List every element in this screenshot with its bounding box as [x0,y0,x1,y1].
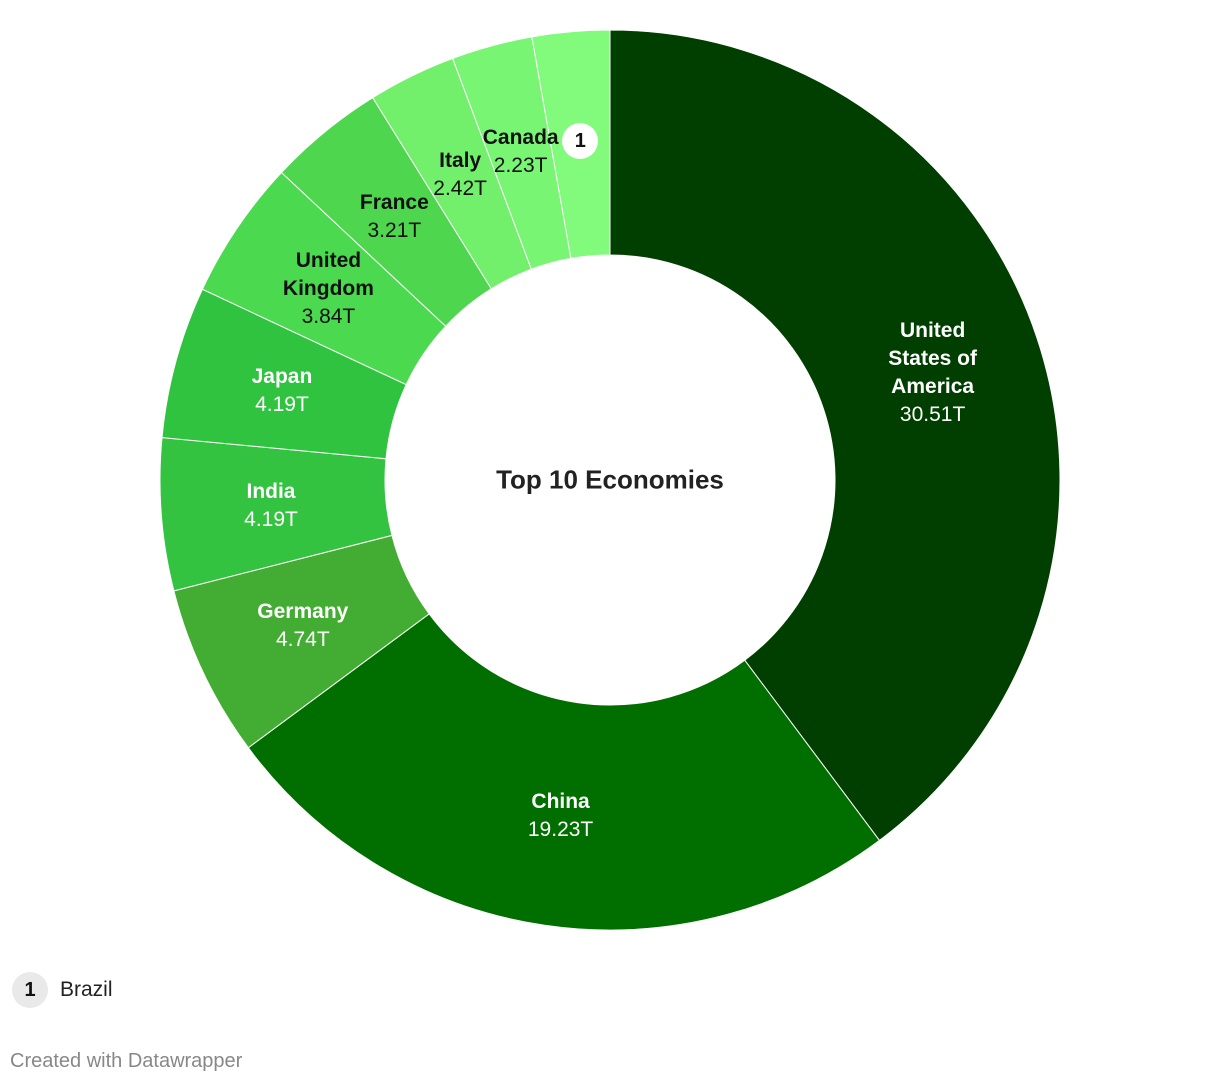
slice [609,29,1061,842]
slice-value: 3.84T [301,305,356,329]
slice-label: France 3.21T [339,189,449,245]
slice-name: United States of America [888,318,977,398]
slice [247,613,881,931]
slice-label: Germany 4.74T [248,598,358,654]
slice-label: Japan 4.19T [227,363,337,419]
slice-name: France [359,191,429,215]
slice-label: Italy 2.42T [405,147,515,203]
legend-label: Brazil [60,978,113,1001]
slice-value: 30.51T [899,402,966,426]
slice-label: India 4.19T [216,478,326,534]
slice-label: Canada 2.23T [466,124,576,180]
legend: 1 Brazil [12,972,113,1008]
slice-value: 2.42T [433,176,487,200]
slice-marker: 1 [562,123,599,160]
slice-label: 1 [525,123,635,160]
credit: Created with Datawrapper [10,1050,243,1072]
slice-name: India [246,480,296,504]
slice-label: China 19.23T [506,788,616,844]
slice-name: China [531,790,590,814]
slice-name: Italy [439,148,482,172]
slice-value: 19.23T [527,818,594,842]
slice-name: Canada [482,125,559,149]
slice-label: United Kingdom 3.84T [273,247,383,331]
slice-label: United States of America 30.51T [878,317,988,429]
slice-value: 2.23T [493,153,548,177]
slice-name: Japan [251,364,313,388]
slice-value: 4.74T [275,627,330,651]
slice-value: 4.19T [244,508,298,532]
chart-title: Top 10 Economies [496,464,724,495]
legend-marker: 1 [12,972,48,1008]
slice-name: United Kingdom [282,249,374,301]
slice-value: 3.21T [367,219,422,243]
slice-name: Germany [257,599,349,623]
slice-value: 4.19T [255,392,309,416]
